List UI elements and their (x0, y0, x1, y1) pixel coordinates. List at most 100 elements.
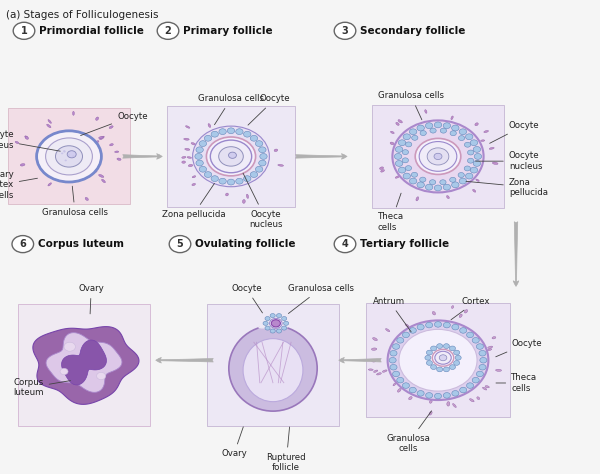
Circle shape (392, 371, 400, 377)
Circle shape (452, 125, 459, 131)
Ellipse shape (247, 194, 248, 199)
Circle shape (466, 173, 473, 179)
Circle shape (430, 128, 436, 133)
Ellipse shape (191, 143, 196, 145)
Ellipse shape (91, 170, 95, 172)
Ellipse shape (47, 124, 51, 128)
Ellipse shape (73, 111, 74, 115)
Ellipse shape (242, 200, 245, 203)
Circle shape (452, 324, 459, 330)
Text: Granulosa cells: Granulosa cells (378, 91, 444, 120)
Circle shape (244, 176, 251, 182)
Ellipse shape (429, 411, 432, 415)
Circle shape (397, 337, 404, 343)
Ellipse shape (452, 403, 456, 408)
Circle shape (403, 332, 409, 337)
Text: Antrum: Antrum (373, 297, 411, 332)
Ellipse shape (115, 151, 119, 153)
Ellipse shape (488, 346, 493, 348)
Circle shape (219, 129, 226, 135)
Circle shape (63, 150, 65, 152)
Circle shape (389, 357, 396, 363)
Ellipse shape (101, 179, 106, 182)
Circle shape (464, 142, 470, 147)
Circle shape (419, 177, 426, 182)
Circle shape (277, 314, 281, 318)
Ellipse shape (371, 348, 377, 350)
Circle shape (13, 22, 35, 39)
Circle shape (427, 350, 433, 355)
Text: Ovary: Ovary (79, 284, 104, 314)
Text: Oocyte: Oocyte (80, 112, 148, 136)
Polygon shape (62, 340, 106, 385)
Circle shape (420, 131, 427, 136)
Circle shape (398, 140, 406, 146)
Ellipse shape (94, 170, 97, 172)
Circle shape (443, 184, 451, 190)
Circle shape (425, 392, 433, 398)
Circle shape (259, 160, 266, 166)
Circle shape (392, 344, 400, 349)
Text: Granulosa cells: Granulosa cells (288, 284, 354, 313)
Circle shape (459, 129, 467, 135)
Circle shape (452, 391, 459, 396)
Circle shape (388, 320, 488, 400)
Text: Ruptured
follicle: Ruptured follicle (266, 427, 306, 472)
Ellipse shape (373, 337, 377, 341)
Circle shape (390, 365, 397, 370)
Circle shape (277, 329, 281, 333)
Circle shape (259, 147, 266, 153)
Circle shape (281, 317, 287, 320)
Ellipse shape (85, 197, 88, 201)
Circle shape (473, 146, 481, 152)
Text: 5: 5 (176, 239, 184, 249)
Circle shape (443, 344, 449, 348)
Ellipse shape (98, 174, 104, 177)
Text: Corpus luteum: Corpus luteum (38, 239, 124, 249)
Text: Theca
cells: Theca cells (378, 193, 404, 232)
Text: Ovulating follicle: Ovulating follicle (195, 239, 296, 249)
Text: Zona pellucida: Zona pellucida (162, 183, 226, 219)
Circle shape (460, 387, 467, 393)
Circle shape (409, 387, 416, 393)
Circle shape (403, 134, 410, 140)
Ellipse shape (208, 124, 211, 128)
Circle shape (37, 131, 101, 182)
FancyBboxPatch shape (373, 105, 503, 208)
Circle shape (406, 165, 412, 171)
Ellipse shape (430, 400, 432, 403)
Circle shape (236, 129, 243, 135)
Circle shape (402, 150, 409, 155)
Circle shape (425, 356, 431, 360)
Text: Corpus
luteum: Corpus luteum (13, 378, 70, 397)
Ellipse shape (390, 142, 394, 145)
Circle shape (398, 167, 406, 173)
Ellipse shape (416, 197, 419, 201)
Circle shape (427, 148, 449, 165)
Ellipse shape (484, 130, 488, 133)
Ellipse shape (397, 388, 401, 392)
Circle shape (409, 328, 416, 333)
Circle shape (449, 365, 455, 369)
Ellipse shape (489, 147, 494, 149)
Circle shape (460, 328, 467, 333)
Circle shape (218, 147, 244, 166)
Circle shape (68, 154, 70, 156)
Circle shape (474, 154, 482, 159)
Text: Granulosa
cells: Granulosa cells (386, 411, 431, 453)
Ellipse shape (117, 158, 121, 160)
Circle shape (473, 161, 481, 166)
Text: Tertiary follicle: Tertiary follicle (360, 239, 449, 249)
Ellipse shape (475, 123, 478, 126)
Text: 6: 6 (19, 239, 26, 249)
Text: Oocyte
nucleus: Oocyte nucleus (243, 173, 283, 229)
Ellipse shape (393, 383, 396, 386)
Ellipse shape (391, 131, 394, 134)
Circle shape (443, 123, 451, 128)
Circle shape (169, 236, 191, 253)
Circle shape (434, 122, 442, 128)
Circle shape (260, 154, 267, 159)
Circle shape (265, 317, 270, 320)
Ellipse shape (487, 349, 492, 351)
Circle shape (157, 22, 179, 39)
